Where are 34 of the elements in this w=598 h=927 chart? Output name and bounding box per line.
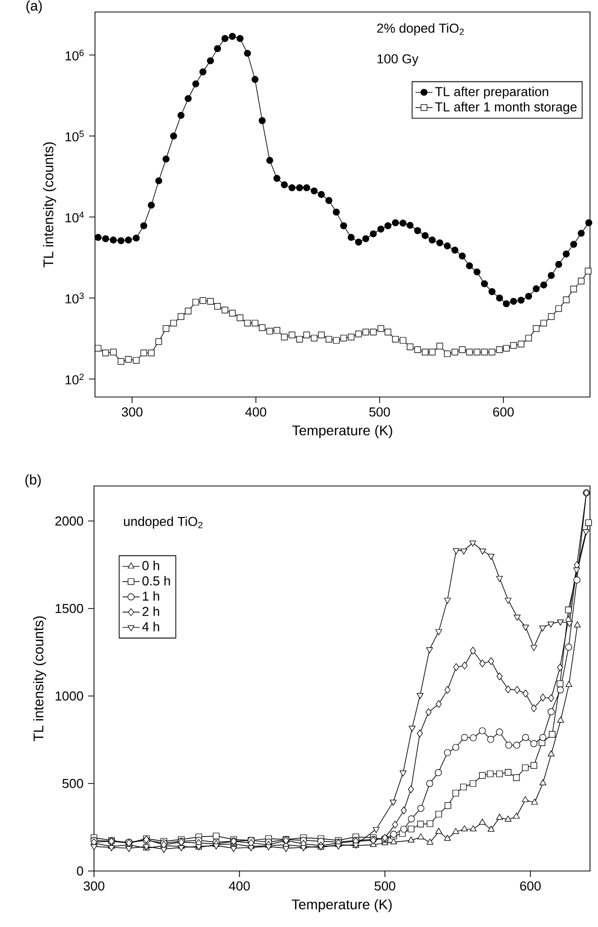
y-tick-label: 10$^{3}$	[66, 292, 84, 304]
x-tick-label: 400	[245, 407, 266, 417]
x-tick-label: 400	[228, 881, 250, 891]
y-tick-label: 1500	[56, 604, 84, 614]
x-tick-label: 600	[520, 881, 541, 891]
x-tick-label: 300	[84, 881, 104, 891]
y-axis-title: TL intensity (counts)	[33, 616, 46, 742]
legend-label: 4 h	[142, 622, 160, 632]
y-tick-label: 500	[62, 778, 84, 788]
y-tick-label: 0	[76, 866, 84, 876]
x-axis-title: Temperature (K)	[292, 425, 392, 438]
y-tick-label: 10$^{6}$	[66, 50, 84, 60]
y-tick-label: 10$^{4}$	[66, 212, 84, 222]
chart-title: (a)	[26, 0, 42, 14]
y-axis-title: TL intensity (counts)	[43, 142, 56, 268]
legend-label: TL after preparation	[435, 86, 548, 99]
legend-label: 1 h	[142, 591, 160, 601]
x-tick-label: 500	[374, 881, 396, 891]
x-tick-label: 500	[369, 407, 390, 417]
y-tick-label: 2000	[55, 516, 84, 526]
legend-label: 2 h	[142, 606, 160, 616]
x-tick-label: 600	[493, 407, 514, 417]
legend-label: TL after 1 month storage	[435, 102, 577, 114]
y-tick-label: 1000	[56, 691, 84, 701]
annotation: 2% doped TiO$_{2}$	[377, 23, 464, 36]
y-tick-label: 10$^{2}$	[66, 374, 84, 384]
legend-label: 0 h	[142, 560, 160, 570]
annotation: undoped TiO$_{2}$	[124, 516, 202, 529]
x-tick-label: 300	[122, 407, 142, 417]
legend-label: 0.5 h	[142, 576, 170, 586]
x-axis-title: Temperature (K)	[292, 899, 392, 912]
annotation: 100 Gy	[378, 54, 418, 66]
y-tick-label: 10$^{5}$	[66, 130, 84, 142]
chart-title: (b)	[25, 474, 41, 488]
